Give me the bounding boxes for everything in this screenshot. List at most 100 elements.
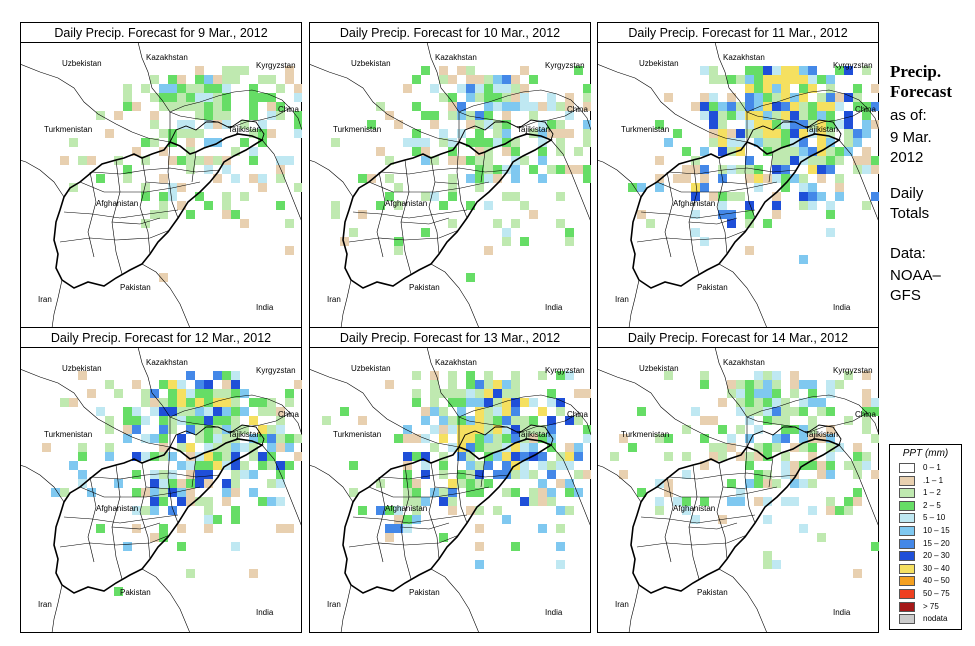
- precip-cell: [78, 371, 87, 380]
- precip-cell: [457, 111, 466, 120]
- precip-cell: [754, 389, 763, 398]
- precip-cell: [195, 84, 204, 93]
- precip-cell: [159, 470, 168, 479]
- precip-cell: [511, 371, 520, 380]
- panel-title: Daily Precip. Forecast for 11 Mar., 2012: [597, 22, 879, 42]
- precip-cell: [529, 102, 538, 111]
- precip-cell: [475, 380, 484, 389]
- precip-cell: [159, 93, 168, 102]
- country-label-kyrgyzstan: Kyrgyzstan: [833, 61, 873, 70]
- precip-cell: [150, 497, 159, 506]
- precip-cell: [790, 147, 799, 156]
- precip-cell: [150, 533, 159, 542]
- precip-cell: [817, 102, 826, 111]
- precip-cell: [231, 75, 240, 84]
- precip-cell: [267, 443, 276, 452]
- precip-cell: [781, 497, 790, 506]
- precip-cell: [799, 425, 808, 434]
- precip-cell: [177, 102, 186, 111]
- precip-cell: [204, 506, 213, 515]
- precip-cell: [168, 129, 177, 138]
- precip-cell: [556, 479, 565, 488]
- precip-cell: [204, 102, 213, 111]
- country-boundary: [628, 279, 640, 328]
- province-boundary: [722, 486, 748, 490]
- precip-cell: [204, 497, 213, 506]
- precip-cell: [258, 425, 267, 434]
- precip-cell: [520, 84, 529, 93]
- precip-cell: [376, 102, 385, 111]
- precip-cell: [448, 75, 457, 84]
- precip-cell: [249, 452, 258, 461]
- precip-cell: [736, 425, 745, 434]
- precip-cell: [511, 192, 520, 201]
- precip-cell: [853, 461, 862, 470]
- country-label-kazakhstan: Kazakhstan: [435, 358, 477, 367]
- precip-cell: [817, 533, 826, 542]
- precip-cell: [502, 111, 511, 120]
- precip-cell: [763, 398, 772, 407]
- legend-label: 20 – 30: [923, 551, 950, 561]
- country-label-india: India: [833, 608, 851, 617]
- precip-cell: [502, 120, 511, 129]
- precip-cell: [718, 443, 727, 452]
- precip-cell: [538, 497, 547, 506]
- precip-cell: [421, 66, 430, 75]
- precip-cell: [448, 93, 457, 102]
- precip-cell: [655, 120, 664, 129]
- precip-cell: [475, 461, 484, 470]
- precip-cell: [862, 425, 871, 434]
- country-label-china: China: [567, 410, 588, 419]
- precip-cell: [484, 93, 493, 102]
- precip-cell: [150, 120, 159, 129]
- precip-cell: [493, 219, 502, 228]
- precip-cell: [781, 120, 790, 129]
- precip-cell: [754, 84, 763, 93]
- country-label-india: India: [256, 303, 274, 312]
- precip-cell: [430, 120, 439, 129]
- precip-cell: [808, 183, 817, 192]
- precip-cell: [439, 488, 448, 497]
- precip-cell: [258, 461, 267, 470]
- precip-cell: [213, 389, 222, 398]
- precip-cell: [529, 488, 538, 497]
- kyrgyzstan-border: [169, 89, 291, 129]
- precip-cell: [159, 380, 168, 389]
- precip-cell: [781, 138, 790, 147]
- precip-cell: [754, 129, 763, 138]
- precip-cell: [412, 147, 421, 156]
- precip-cell: [727, 380, 736, 389]
- precip-cell: [574, 389, 583, 398]
- precip-cell: [258, 497, 267, 506]
- precip-cell: [763, 515, 772, 524]
- precip-cell: [177, 201, 186, 210]
- precip-cell: [466, 398, 475, 407]
- precip-cell: [331, 201, 340, 210]
- province-boundary: [636, 534, 748, 548]
- precip-cell: [727, 389, 736, 398]
- precip-cell: [772, 479, 781, 488]
- precip-cell: [781, 434, 790, 443]
- precip-cell: [826, 443, 835, 452]
- precip-cell: [213, 174, 222, 183]
- precip-cell: [691, 183, 700, 192]
- province-boundary: [716, 157, 728, 255]
- precip-legend: PPT (mm) 0 – 1 .1 – 1 1 – 2 2 – 5 5 – 10 10 –…: [889, 444, 962, 630]
- precip-cell: [736, 138, 745, 147]
- precip-cell: [799, 147, 808, 156]
- precip-cell: [448, 371, 457, 380]
- country-label-india: India: [256, 608, 274, 617]
- precip-cell: [772, 434, 781, 443]
- precip-cell: [502, 192, 511, 201]
- totals-label: Totals: [890, 205, 930, 222]
- province-boundary: [63, 514, 179, 524]
- precip-cell: [168, 407, 177, 416]
- precip-cell: [340, 407, 349, 416]
- precip-cell: [195, 111, 204, 120]
- precip-cell: [502, 434, 511, 443]
- precip-cell: [817, 129, 826, 138]
- precip-cell: [772, 165, 781, 174]
- precip-cell: [565, 416, 574, 425]
- precip-cell: [448, 219, 457, 228]
- precip-cell: [213, 434, 222, 443]
